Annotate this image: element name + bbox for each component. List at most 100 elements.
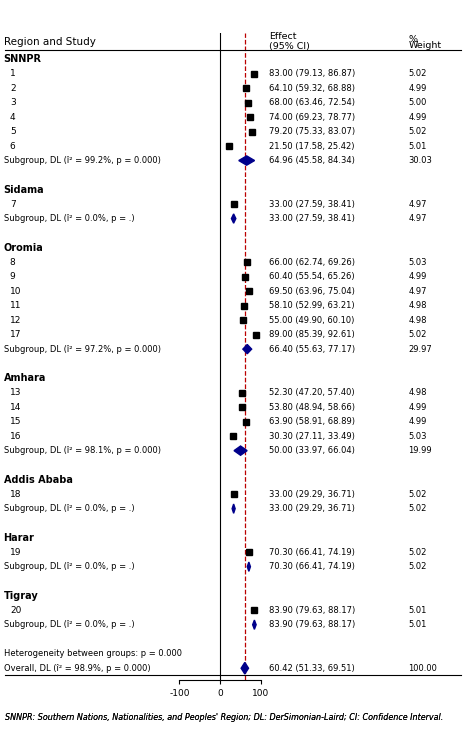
Text: 89.00 (85.39, 92.61): 89.00 (85.39, 92.61) [269,330,355,339]
Text: 79.20 (75.33, 83.07): 79.20 (75.33, 83.07) [269,127,355,136]
Text: 4.99: 4.99 [409,113,427,121]
Text: 55.00 (49.90, 60.10): 55.00 (49.90, 60.10) [269,316,355,325]
Text: 18: 18 [10,490,21,499]
Text: Overall, DL (î² = 98.9%, p = 0.000): Overall, DL (î² = 98.9%, p = 0.000) [4,664,150,673]
Polygon shape [247,562,250,572]
Text: Heterogeneity between groups: p = 0.000: Heterogeneity between groups: p = 0.000 [4,649,182,658]
Text: 4.99: 4.99 [409,272,427,281]
Text: 33.00 (27.59, 38.41): 33.00 (27.59, 38.41) [269,200,355,208]
Text: 4: 4 [10,113,15,121]
Text: SNNPR: SNNPR [4,54,41,64]
Text: Subgroup, DL (î² = 0.0%, p = .): Subgroup, DL (î² = 0.0%, p = .) [4,562,134,571]
Text: 4.99: 4.99 [409,83,427,93]
Text: 68.00 (63.46, 72.54): 68.00 (63.46, 72.54) [269,98,355,107]
Text: 5.02: 5.02 [409,330,427,339]
Text: 66.40 (55.63, 77.17): 66.40 (55.63, 77.17) [269,344,355,354]
Text: Region and Study: Region and Study [4,37,96,47]
Polygon shape [234,446,247,455]
Text: 19.99: 19.99 [409,446,432,455]
Text: Subgroup, DL (î² = 98.1%, p = 0.000): Subgroup, DL (î² = 98.1%, p = 0.000) [4,446,161,455]
Text: Subgroup, DL (î² = 99.2%, p = 0.000): Subgroup, DL (î² = 99.2%, p = 0.000) [4,156,160,165]
Polygon shape [243,344,252,354]
Text: 5.01: 5.01 [409,620,427,629]
Text: 63.90 (58.91, 68.89): 63.90 (58.91, 68.89) [269,417,355,426]
Text: 6: 6 [10,142,16,151]
Text: 30.03: 30.03 [409,156,432,165]
Text: 50.00 (33.97, 66.04): 50.00 (33.97, 66.04) [269,446,355,455]
Text: 83.90 (79.63, 88.17): 83.90 (79.63, 88.17) [269,620,356,629]
Text: 4.97: 4.97 [409,214,427,223]
Text: 5.02: 5.02 [409,562,427,571]
Text: 4.98: 4.98 [409,388,427,397]
Text: 58.10 (52.99, 63.21): 58.10 (52.99, 63.21) [269,301,355,310]
Text: 60.42 (51.33, 69.51): 60.42 (51.33, 69.51) [269,664,355,673]
Text: Sidama: Sidama [4,184,44,194]
Text: 70.30 (66.41, 74.19): 70.30 (66.41, 74.19) [269,548,355,557]
Text: 2: 2 [10,83,15,93]
Text: 5.01: 5.01 [409,606,427,615]
Text: 7: 7 [10,200,16,208]
Text: 29.97: 29.97 [409,344,432,354]
Text: Subgroup, DL (î² = 0.0%, p = .): Subgroup, DL (î² = 0.0%, p = .) [4,504,134,513]
Text: 100.00: 100.00 [409,664,438,673]
Text: %: % [409,35,418,44]
Text: 4.98: 4.98 [409,301,427,310]
Text: SNNPR: Southern Nations, Nationalities, and Peoples' Region; DL: DerSimonian-Lai: SNNPR: Southern Nations, Nationalities, … [5,713,443,722]
Text: 5.02: 5.02 [409,127,427,136]
Text: Amhara: Amhara [4,373,46,383]
Text: 66.00 (62.74, 69.26): 66.00 (62.74, 69.26) [269,257,355,267]
Text: Harar: Harar [4,533,34,542]
Text: Subgroup, DL (î² = 0.0%, p = .): Subgroup, DL (î² = 0.0%, p = .) [4,620,134,629]
Text: 33.00 (29.29, 36.71): 33.00 (29.29, 36.71) [269,504,355,513]
Text: 5.03: 5.03 [409,257,427,267]
Text: Weight: Weight [409,41,442,50]
Text: 70.30 (66.41, 74.19): 70.30 (66.41, 74.19) [269,562,355,571]
Text: 5.03: 5.03 [409,431,427,441]
Text: Oromia: Oromia [4,243,43,253]
Text: 17: 17 [10,330,21,339]
Text: 16: 16 [10,431,21,441]
Text: 5.02: 5.02 [409,504,427,513]
Text: 15: 15 [10,417,21,426]
Text: 5.02: 5.02 [409,548,427,557]
Text: 83.00 (79.13, 86.87): 83.00 (79.13, 86.87) [269,69,356,78]
Text: 4.99: 4.99 [409,417,427,426]
Text: SNNPR: Southern Nations, Nationalities, and Peoples' Region; DL: DerSimonian-Lai: SNNPR: Southern Nations, Nationalities, … [5,713,443,722]
Text: Subgroup, DL (î² = 0.0%, p = .): Subgroup, DL (î² = 0.0%, p = .) [4,214,134,223]
Polygon shape [239,156,254,165]
Polygon shape [232,504,235,513]
Text: 4.98: 4.98 [409,316,427,325]
Text: 19: 19 [10,548,21,557]
Text: 13: 13 [10,388,21,397]
Text: 20: 20 [10,606,21,615]
Text: 14: 14 [10,403,21,412]
Text: 30.30 (27.11, 33.49): 30.30 (27.11, 33.49) [269,431,355,441]
Text: Tigray: Tigray [4,591,38,601]
Text: 3: 3 [10,98,16,107]
Text: 4.97: 4.97 [409,287,427,295]
Text: 21.50 (17.58, 25.42): 21.50 (17.58, 25.42) [269,142,355,151]
Text: 83.90 (79.63, 88.17): 83.90 (79.63, 88.17) [269,606,356,615]
Text: 1: 1 [10,69,16,78]
Text: 8: 8 [10,257,16,267]
Text: 74.00 (69.23, 78.77): 74.00 (69.23, 78.77) [269,113,355,121]
Text: 52.30 (47.20, 57.40): 52.30 (47.20, 57.40) [269,388,355,397]
Text: Addis Ababa: Addis Ababa [4,474,73,485]
Text: 9: 9 [10,272,16,281]
Text: 69.50 (63.96, 75.04): 69.50 (63.96, 75.04) [269,287,355,295]
Text: Effect
(95% CI): Effect (95% CI) [269,32,310,51]
Text: 4.99: 4.99 [409,403,427,412]
Polygon shape [241,662,248,674]
Text: Subgroup, DL (î² = 97.2%, p = 0.000): Subgroup, DL (î² = 97.2%, p = 0.000) [4,344,161,354]
Text: 11: 11 [10,301,21,310]
Text: 33.00 (29.29, 36.71): 33.00 (29.29, 36.71) [269,490,355,499]
Text: 64.96 (45.58, 84.34): 64.96 (45.58, 84.34) [269,156,355,165]
Text: 53.80 (48.94, 58.66): 53.80 (48.94, 58.66) [269,403,355,412]
Text: 33.00 (27.59, 38.41): 33.00 (27.59, 38.41) [269,214,355,223]
Text: 5.02: 5.02 [409,69,427,78]
Text: 5.02: 5.02 [409,490,427,499]
Text: 60.40 (55.54, 65.26): 60.40 (55.54, 65.26) [269,272,355,281]
Text: 5.00: 5.00 [409,98,427,107]
Text: 10: 10 [10,287,21,295]
Text: 64.10 (59.32, 68.88): 64.10 (59.32, 68.88) [269,83,355,93]
